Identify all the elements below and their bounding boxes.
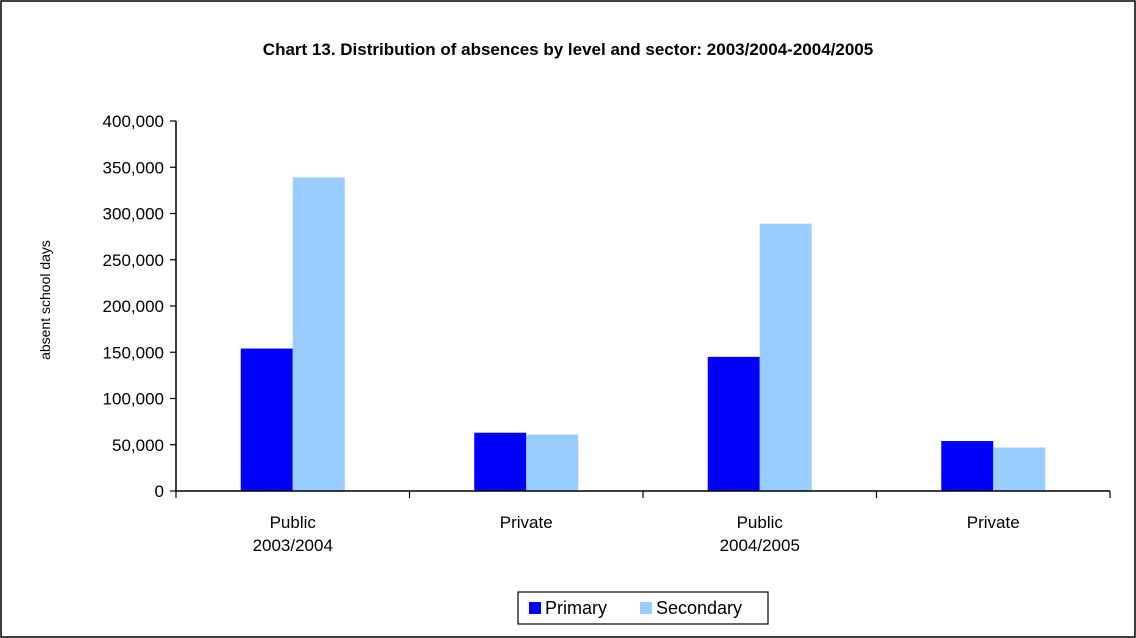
chart-title: Chart 13. Distribution of absences by le… bbox=[263, 40, 873, 59]
x-category-label-2-line-1: 2004/2005 bbox=[720, 536, 800, 555]
bar-secondary-2 bbox=[759, 223, 812, 492]
legend-label-primary: Primary bbox=[545, 598, 607, 618]
y-tick-label-6: 300,000 bbox=[103, 205, 164, 224]
y-tick-label-3: 150,000 bbox=[103, 343, 164, 362]
y-tick-label-4: 200,000 bbox=[103, 297, 164, 316]
bar-secondary-0 bbox=[292, 177, 345, 492]
y-tick-label-7: 350,000 bbox=[103, 158, 164, 177]
y-axis-label: absent school days bbox=[37, 240, 53, 360]
y-tick-label-5: 250,000 bbox=[103, 251, 164, 270]
y-tick-label-8: 400,000 bbox=[103, 112, 164, 131]
legend: Primary Secondary bbox=[517, 591, 769, 625]
bar-primary-1 bbox=[474, 432, 527, 491]
x-category-label-0-line-0: Public bbox=[270, 513, 317, 532]
x-category-label-3-line-0: Private bbox=[967, 513, 1020, 532]
x-category-label-2-line-0: Public bbox=[737, 513, 784, 532]
axes-layer: 0 50,000 100,000 150,000 200,000 250,000 300,0… bbox=[103, 112, 1111, 555]
legend-label-secondary: Secondary bbox=[656, 598, 742, 618]
y-tick-label-1: 50,000 bbox=[112, 436, 164, 455]
legend-swatch-secondary bbox=[640, 602, 652, 614]
y-tick-label-0: 0 bbox=[155, 482, 164, 501]
x-category-label-1-line-0: Private bbox=[500, 513, 553, 532]
bar-primary-2 bbox=[707, 356, 760, 491]
y-tick-label-2: 100,000 bbox=[103, 390, 164, 409]
bars-layer bbox=[240, 177, 1046, 492]
bar-primary-0 bbox=[240, 348, 293, 491]
x-category-label-0-line-1: 2003/2004 bbox=[253, 536, 333, 555]
legend-swatch-primary bbox=[529, 602, 541, 614]
bar-secondary-1 bbox=[526, 434, 579, 491]
bar-secondary-3 bbox=[993, 447, 1046, 491]
bar-primary-3 bbox=[941, 441, 994, 491]
